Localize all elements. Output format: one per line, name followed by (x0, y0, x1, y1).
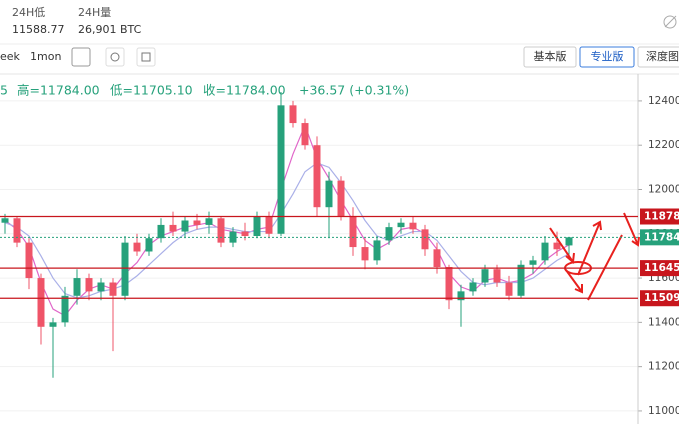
candle-body (301, 123, 309, 146)
header-label: 24H量 (78, 6, 111, 19)
candle-body (85, 278, 93, 292)
candle-body (565, 237, 573, 246)
candle-body (457, 291, 465, 301)
y-tick-label: 12000.00 (648, 183, 679, 195)
y-tick-label: 11400.00 (648, 316, 679, 328)
candle-body (25, 242, 33, 279)
candle-body (37, 278, 45, 327)
price-tag (640, 208, 679, 225)
candle-body (541, 242, 549, 261)
price-tag (640, 290, 679, 307)
candle-body (121, 242, 129, 296)
candle-body (505, 282, 513, 296)
legend-low: 低=11705.10 (110, 83, 193, 98)
candle-body (373, 240, 381, 261)
price-tag-label: 11509. (644, 292, 679, 304)
candle-body (493, 269, 501, 283)
icon-glyph (141, 52, 151, 62)
depth-button[interactable] (637, 46, 679, 68)
candle-body (181, 220, 189, 232)
price-tag-label: 11878. (644, 211, 679, 223)
pro-button[interactable] (579, 46, 635, 68)
legend-period: 5 (0, 83, 8, 98)
candle-body (145, 238, 153, 252)
candle-body (361, 247, 369, 261)
candle-body (97, 282, 105, 292)
header-label: 24H低 (12, 6, 45, 19)
candle-body (325, 180, 333, 208)
legend-high: 高=11784.00 (17, 83, 100, 98)
candle-body (1, 218, 9, 223)
candle-body (253, 216, 261, 236)
button-label: 深度图 (646, 49, 679, 63)
candle-body (553, 242, 561, 250)
candle-body (397, 222, 405, 228)
candle-body (409, 222, 417, 230)
candle-body (421, 229, 429, 250)
candle-body (289, 105, 297, 124)
y-tick-label: 11000.00 (648, 405, 679, 417)
header-value: 26,901 BTC (78, 23, 142, 36)
y-tick-label: 12400.00 (648, 95, 679, 107)
period-button[interactable]: eek (0, 50, 21, 63)
fullscreen-icon[interactable] (136, 47, 156, 67)
candle-body (313, 145, 321, 208)
candle-body (157, 224, 165, 239)
basic-button[interactable] (523, 46, 577, 68)
candle-body (529, 260, 537, 265)
candle-body (217, 218, 225, 243)
plot: 11000.0011200.0011400.0011600.0011800.00… (0, 92, 679, 417)
y-tick-label: 11200.00 (648, 361, 679, 373)
candle-body (49, 322, 57, 327)
candle-body (193, 220, 201, 225)
settings-icon[interactable] (105, 47, 125, 67)
legend-close: 收=11784.00 (203, 83, 286, 98)
y-tick-label: 12200.00 (648, 139, 679, 151)
header-value: 11588.77 (12, 23, 65, 36)
candle-body (241, 231, 249, 236)
candle-body (73, 278, 81, 296)
price-tag-label: 11784. (644, 231, 679, 243)
settings-icon[interactable] (663, 15, 677, 29)
candle-body (265, 216, 273, 234)
button-label: 专业版 (591, 49, 624, 63)
candle-body (169, 224, 177, 232)
candle-body (349, 216, 357, 248)
icon-glyph (110, 52, 120, 62)
candle-body (337, 180, 345, 217)
price-tag-label: 11645. (644, 262, 679, 274)
candle-body (481, 269, 489, 283)
candle-body (133, 242, 141, 252)
candle-body (445, 266, 453, 301)
candle-body (433, 249, 441, 267)
candle-body (109, 282, 117, 296)
candle-body (277, 105, 285, 234)
candle-body (205, 218, 213, 225)
candle-body (469, 282, 477, 292)
candle-body (13, 218, 21, 243)
price-tag (640, 260, 679, 277)
candle-body (385, 227, 393, 241)
indicator-icon[interactable] (71, 47, 91, 67)
price-tag (640, 229, 679, 246)
period-button[interactable]: 1mon (30, 50, 61, 63)
candle-body (61, 295, 69, 323)
candle-body (517, 264, 525, 296)
legend-change: +36.57 (+0.31%) (299, 83, 409, 98)
button-label: 基本版 (534, 49, 567, 63)
